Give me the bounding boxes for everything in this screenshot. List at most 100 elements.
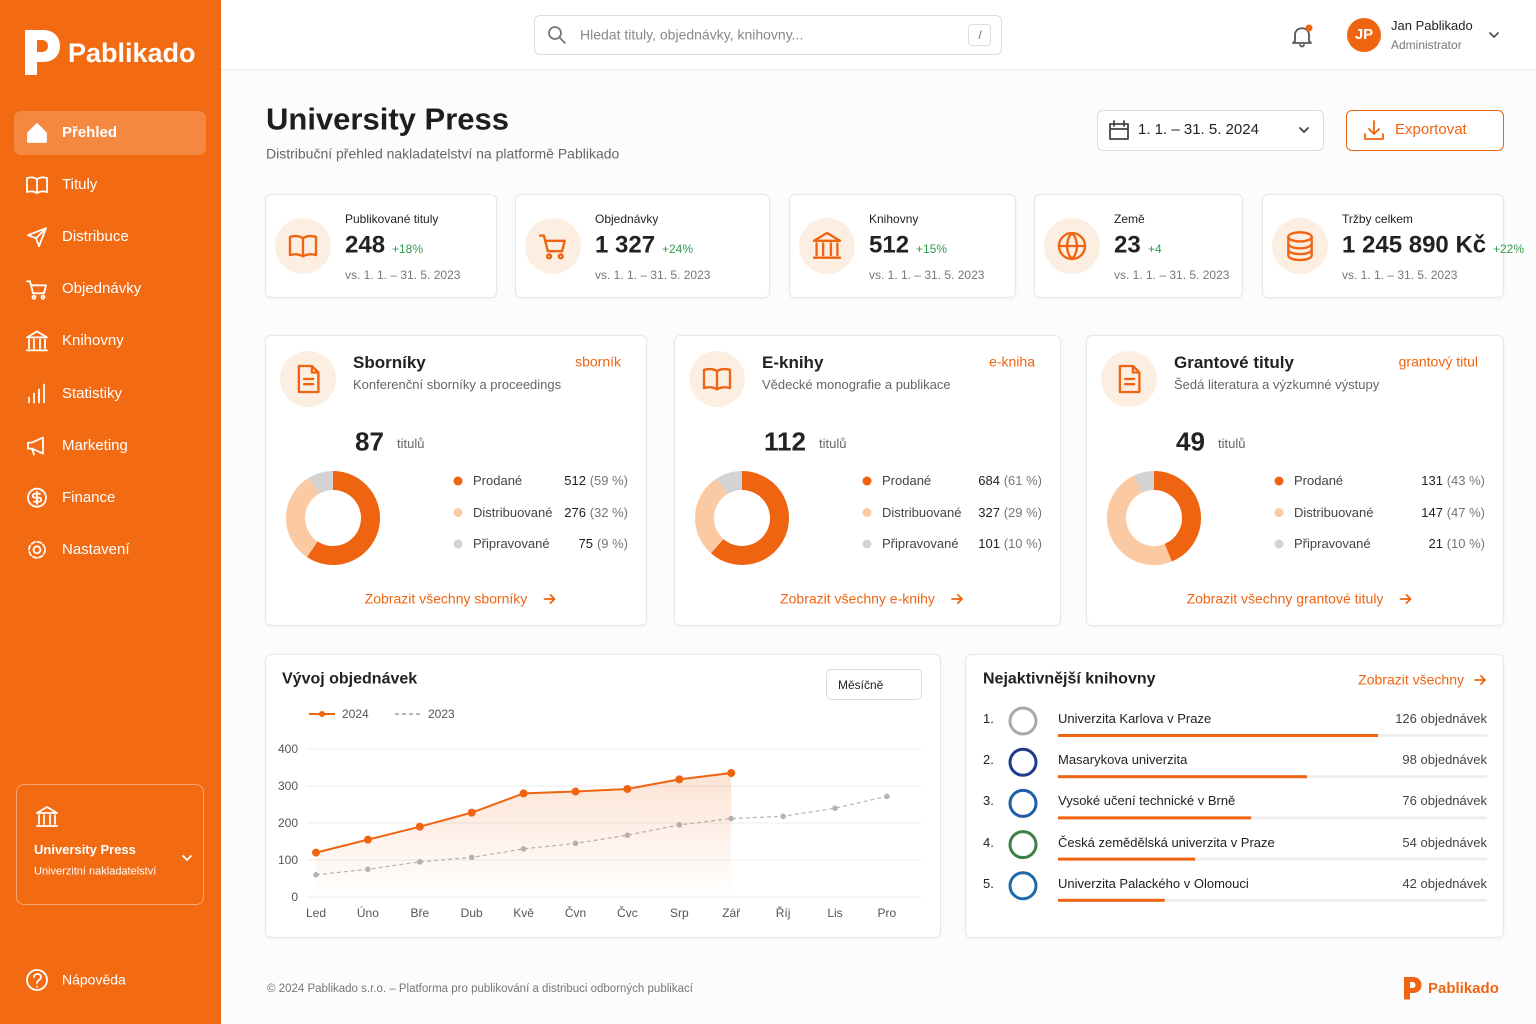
nav-item[interactable]: Přehled [62,124,118,141]
export-label[interactable]: Exportovat [1395,121,1467,138]
kpi-change: +4 [1148,241,1162,256]
segment-count: 147 [1421,504,1443,520]
kpi-value: 1 245 890 Kč [1342,231,1487,259]
nav-item[interactable]: Nastavení [62,540,130,558]
segment-share: (47 %) [1446,504,1485,520]
page-title: University Press [266,101,509,137]
brand: Pablikado [68,37,196,68]
nav-item[interactable]: Statistiky [62,384,123,402]
user-name: Jan Pablikado [1391,18,1473,34]
kpi-change: +22% [1493,241,1525,256]
segment-label: Distribuované [882,504,962,520]
kpi-compare: vs. 1. 1. – 31. 5. 2023 [869,267,985,282]
segment-label: Prodané [882,473,932,489]
libraries-title: Nejaktivnější knihovny [983,670,1156,688]
kpi-change: +24% [662,241,694,256]
kpi-compare: vs. 1. 1. – 31. 5. 2023 [345,267,461,282]
segment-share: (43 %) [1446,473,1485,489]
segment-share: (61 %) [1003,473,1042,489]
segment-count: 131 [1421,473,1443,489]
org-type: Univerzitní nakladatelství [34,865,157,878]
libraries-link[interactable]: Zobrazit všechny [1358,671,1464,688]
libraries-card [965,654,1504,938]
x-tick-label: Pro [877,905,897,920]
nav-item[interactable]: Tituly [62,176,98,194]
segment-count: 512 [564,473,586,489]
library-rank: 4. [983,834,994,850]
collection-subtitle: Šedá literatura a výzkumné výstupy [1174,377,1380,393]
segment-share: (59 %) [589,473,628,489]
kpi-label: Publikované tituly [345,211,439,226]
segment-label: Připravované [473,536,550,552]
date-range: 1. 1. – 31. 5. 2024 [1138,121,1259,138]
segment-count: 276 [564,504,586,520]
library-orders: 98 objednávek [1402,752,1487,768]
nav-item[interactable]: Marketing [62,436,128,454]
library-orders: 42 objednávek [1402,876,1487,891]
segment-label: Prodané [1294,473,1344,489]
x-tick-label: Led [305,905,327,920]
kpi-label: Země [1114,211,1145,226]
collection-subtitle: Konferenční sborníky a proceedings [353,377,562,393]
collection-link[interactable]: Zobrazit všechny grantové tituly [1186,590,1384,607]
legend-label: 2024 [342,706,369,721]
y-tick-label: 200 [277,815,298,830]
segment-share: (29 %) [1003,504,1042,520]
kpi-compare: vs. 1. 1. – 31. 5. 2023 [1114,267,1230,282]
collection-unit: titulů [819,436,847,452]
library-name: Masarykova univerzita [1058,752,1188,768]
kpi-value: 1 327 [595,231,656,259]
y-tick-label: 100 [277,852,298,867]
segment-count: 75 [578,536,593,552]
library-name: Vysoké učení technické v Brně [1058,793,1236,809]
segment-label: Distribuované [1294,504,1374,520]
library-orders: 76 objednávek [1402,793,1487,809]
segment-label: Připravované [882,536,959,552]
search-placeholder: Hledat tituly, objednávky, knihovny... [580,26,804,43]
shortcut-box [968,24,991,46]
y-tick-label: 0 [291,889,298,904]
segment-label: Prodané [473,473,523,489]
collection-title: Sborníky [353,352,426,372]
collection-count: 112 [764,426,806,457]
segment-share: (9 %) [596,536,628,552]
logo-mark [1404,977,1422,1000]
org-box[interactable] [16,784,204,905]
x-tick-label: Lis [827,905,843,920]
search-box[interactable] [534,15,1002,55]
library-orders: 126 objednávek [1395,711,1487,727]
x-tick-label: Bře [410,905,430,920]
help-link[interactable]: Nápověda [62,971,126,988]
collection-tag: grantový titul [1398,353,1478,370]
footer-brand: Pablikado [1428,980,1499,997]
collection-title: E-knihy [762,352,824,372]
x-tick-label: Čvc [617,905,638,920]
collection-subtitle: Vědecké monografie a publikace [762,377,951,393]
x-tick-label: Dub [460,905,483,920]
y-tick-label: 400 [277,741,298,756]
kpi-change: +18% [392,241,424,256]
nav-item[interactable]: Finance [62,488,116,506]
segment-label: Připravované [1294,536,1371,552]
nav-item[interactable]: Distribuce [62,228,129,246]
segment-label: Distribuované [473,504,553,520]
kpi-label: Knihovny [869,211,919,226]
library-name: Univerzita Palackého v Olomouci [1058,876,1249,891]
collection-tag: sborník [575,353,621,370]
x-tick-label: Čvn [564,905,587,920]
date-picker[interactable] [1097,110,1324,151]
kpi-label: Tržby celkem [1342,211,1413,226]
kpi-value: 23 [1114,231,1141,259]
y-tick-label: 300 [277,778,298,793]
segment-share: (10 %) [1446,536,1485,552]
segment-count: 101 [978,536,1000,552]
kpi-value: 512 [869,231,910,259]
nav-item[interactable]: Objednávky [62,280,142,298]
collection-link[interactable]: Zobrazit všechny sborníky [364,590,528,607]
segment-count: 327 [978,504,1000,520]
nav-item[interactable]: Knihovny [62,332,124,350]
collection-link[interactable]: Zobrazit všechny e-knihy [780,590,935,607]
segment-count: 21 [1428,536,1443,552]
collection-tag: e-kniha [989,353,1035,370]
